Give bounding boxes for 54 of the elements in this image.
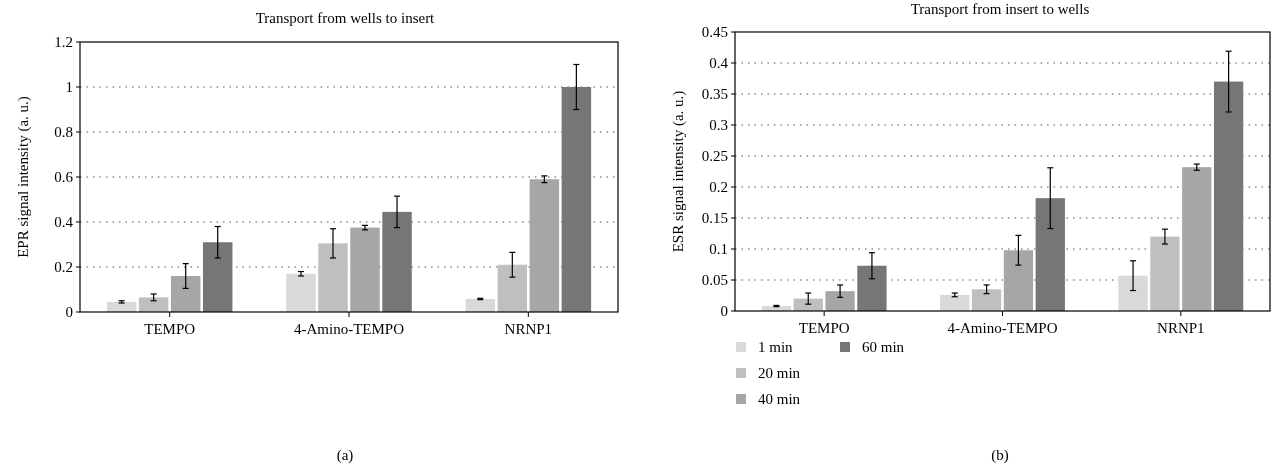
legend-label: 20 min	[758, 365, 801, 382]
bar	[825, 291, 855, 311]
bar	[1182, 167, 1212, 311]
x-tick-label: TEMPO	[798, 320, 850, 336]
y-tick-label: 0.35	[701, 86, 728, 103]
y-tick-label: 0.05	[701, 272, 728, 289]
y-tick-label: 0.4	[54, 214, 74, 231]
x-tick-label: 4-Amino-TEMPO	[947, 320, 1058, 336]
y-axis-title: EPR signal intensity (a. u.)	[15, 96, 32, 258]
y-tick-label: 0.25	[701, 148, 728, 165]
text: (b)	[991, 447, 1009, 464]
y-tick-label: 0.2	[54, 259, 73, 276]
y-tick-label: 0	[65, 304, 73, 321]
y-tick-label: 0.4	[709, 55, 729, 72]
bar	[940, 294, 970, 311]
chart-title: Transport from insert to wells	[910, 1, 1090, 17]
y-tick-label: 0.3	[709, 117, 728, 134]
bar	[529, 179, 560, 312]
x-tick-label: NRNP1	[504, 321, 553, 337]
bar	[170, 276, 201, 312]
y-tick-label: 0	[720, 303, 728, 320]
x-tick-label: NRNP1	[1157, 320, 1205, 336]
bar	[1118, 275, 1148, 311]
bar	[202, 242, 233, 312]
legend-label: 60 min	[862, 339, 905, 356]
x-tick-label: TEMPO	[144, 321, 196, 337]
y-tick-label: 0.15	[701, 210, 728, 227]
text: (a)	[336, 447, 354, 464]
y-tick-label: 0.2	[709, 179, 728, 196]
y-tick-label: 0.1	[709, 241, 728, 258]
y-axis-title: ESR signal intensity (a. u.)	[670, 90, 687, 253]
bar	[971, 289, 1002, 311]
chart-title: Transport from wells to insert	[255, 10, 436, 26]
y-tick-label: 0.6	[54, 169, 74, 186]
bar	[465, 298, 496, 312]
bar	[138, 297, 169, 312]
legend-label: 40 min	[758, 391, 801, 408]
legend-label: 1 min	[758, 339, 794, 356]
x-tick-label: 4-Amino-TEMPO	[294, 321, 405, 337]
bar	[350, 227, 380, 312]
bar	[286, 273, 316, 312]
y-tick-label: 0.45	[701, 24, 728, 41]
bar	[857, 265, 887, 311]
bar	[1150, 236, 1180, 311]
bar	[1035, 198, 1065, 311]
bar	[561, 87, 592, 312]
bar	[497, 264, 528, 312]
bar	[382, 211, 412, 312]
y-tick-label: 1.2	[54, 34, 73, 51]
bar	[1213, 81, 1244, 311]
bar	[318, 243, 348, 312]
bar	[1003, 250, 1034, 311]
y-tick-label: 1	[65, 79, 73, 96]
y-tick-label: 0.8	[54, 124, 73, 141]
